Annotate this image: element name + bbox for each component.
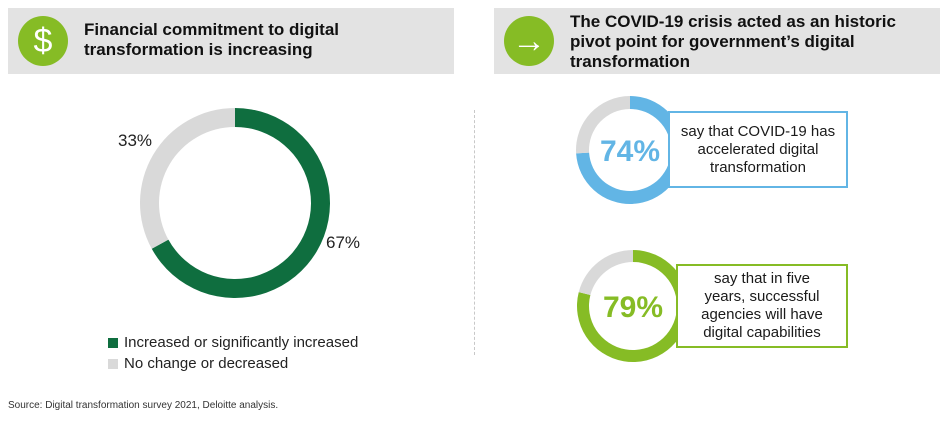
- digital-capabilities-callout: say that in five years, successful agenc…: [676, 264, 848, 348]
- arrow-right-icon: →: [504, 16, 554, 66]
- legend-label-increased: Increased or significantly increased: [124, 334, 359, 351]
- legend-swatch-decreased: [108, 358, 118, 369]
- right-title-line-3: transformation: [570, 52, 690, 71]
- left-panel-title: Financial commitment to digital transfor…: [84, 20, 446, 60]
- callout-2-line-1: say that in five: [714, 270, 810, 287]
- legend-label-decreased: No change or decreased: [124, 355, 289, 372]
- right-title-line-1: The COVID-19 crisis acted as an historic: [570, 12, 896, 31]
- legend-swatch-increased: [108, 337, 118, 348]
- right-title-line-2: pivot point for government’s digital: [570, 32, 855, 51]
- callout-1-line-2: accelerated digital: [697, 140, 819, 158]
- digital-capabilities-donut: 79%: [577, 250, 689, 362]
- dollar-icon: $: [18, 16, 68, 66]
- panel-divider: [474, 110, 475, 355]
- legend-item-increased: Increased or significantly increased: [108, 334, 358, 351]
- decreased-value-label: 33%: [118, 131, 153, 150]
- covid-accelerated-ring-remainder: [576, 96, 630, 154]
- covid-accelerated-ring-value-label: 74%: [600, 135, 660, 168]
- source-note: Source: Digital transformation survey 20…: [8, 400, 279, 411]
- callout-2-line-2: years, successful: [704, 288, 820, 305]
- callout-1-line-1: say that COVID-19 has: [680, 122, 836, 140]
- increased-value-label: 67%: [326, 233, 361, 252]
- callout-1-line-3: transformation: [710, 158, 806, 176]
- right-panel-header: → The COVID-19 crisis acted as an histor…: [494, 8, 940, 74]
- callout-2-line-3: agencies will have: [701, 306, 823, 323]
- covid-accelerated-callout: say that COVID-19 has accelerated digita…: [668, 111, 848, 188]
- left-title-line-2: transformation is increasing: [84, 40, 313, 59]
- donut-slice-decreased: [139, 108, 235, 249]
- covid-accelerated-donut: 74%: [576, 96, 684, 204]
- left-title-line-1: Financial commitment to digital: [84, 20, 340, 39]
- callout-2-line-4: digital capabilities: [703, 324, 821, 341]
- legend-item-decreased: No change or decreased: [108, 355, 288, 372]
- funding-donut-chart: [139, 108, 330, 298]
- right-panel-title: The COVID-19 crisis acted as an historic…: [570, 12, 932, 72]
- digital-capabilities-ring-value-label: 79%: [603, 291, 663, 324]
- left-panel-header: $ Financial commitment to digital transf…: [8, 8, 454, 74]
- digital-capabilities-ring-remainder: [578, 250, 633, 296]
